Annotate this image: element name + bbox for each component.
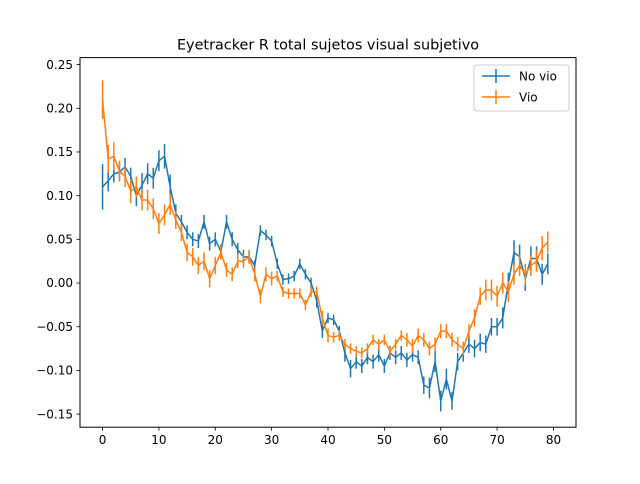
x-tick-label: 0 (99, 433, 107, 447)
series-2 (101, 80, 549, 359)
x-axis: 0 10 20 30 40 50 60 70 80 (99, 427, 561, 447)
y-axis: −0.15 −0.10 −0.05 0.00 0.05 0.10 0.15 0.20 0.25 (36, 58, 80, 421)
legend: No vio Vio (473, 64, 570, 112)
x-tick-label: 50 (377, 433, 392, 447)
plot-series-layer (101, 80, 549, 412)
y-tick-label: 0.20 (46, 101, 73, 115)
x-tick-label: 80 (546, 433, 561, 447)
series-line (101, 99, 549, 354)
y-tick-label: −0.05 (36, 320, 73, 334)
y-tick-label: 0.05 (46, 233, 73, 247)
x-tick-label: 40 (320, 433, 335, 447)
y-tick-label: −0.10 (36, 364, 73, 378)
y-tick-label: 0.25 (46, 58, 73, 72)
y-tick-label: 0.15 (46, 145, 73, 159)
y-tick-label: 0.00 (46, 276, 73, 290)
y-tick-label: −0.15 (36, 407, 73, 421)
x-tick-label: 20 (208, 433, 223, 447)
x-tick-label: 10 (151, 433, 166, 447)
legend-label: Vio (519, 91, 538, 105)
x-tick-label: 30 (264, 433, 279, 447)
chart-title: Eyetracker R total sujetos visual subjet… (177, 38, 479, 54)
legend-label: No vio (519, 70, 557, 84)
x-tick-label: 60 (433, 433, 448, 447)
y-tick-label: 0.10 (46, 189, 73, 203)
x-tick-label: 70 (489, 433, 504, 447)
